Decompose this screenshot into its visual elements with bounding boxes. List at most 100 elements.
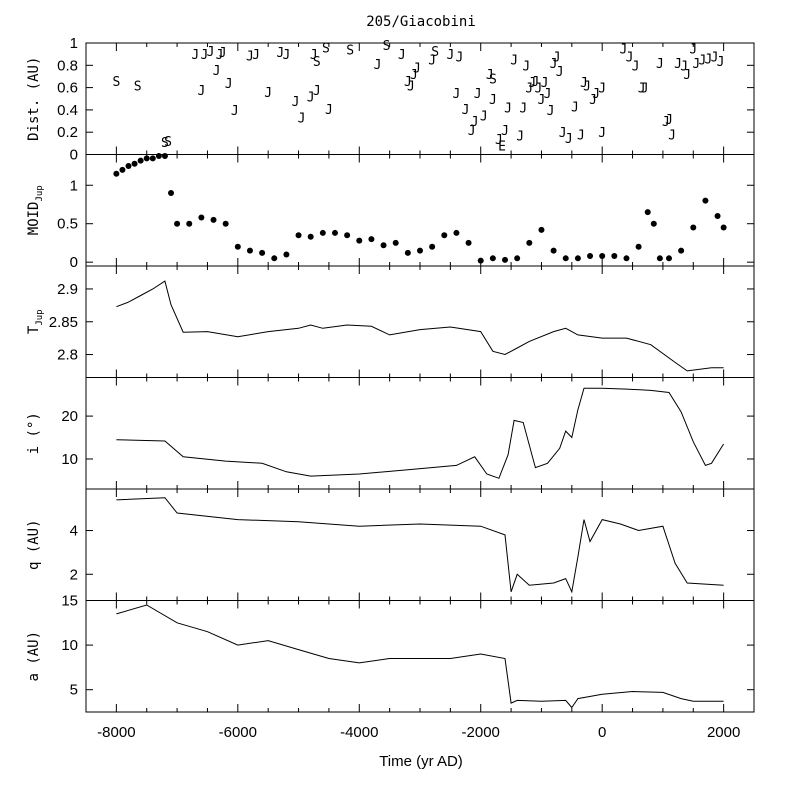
marker-j: J: [592, 87, 600, 102]
marker-s: S: [112, 75, 120, 90]
marker-j: J: [525, 82, 533, 97]
marker-j: J: [219, 46, 227, 61]
marker-j: J: [404, 75, 412, 90]
marker-j: J: [413, 62, 421, 77]
data-point: [650, 220, 657, 227]
y-tick-label: 1: [70, 177, 78, 194]
data-point: [331, 229, 338, 236]
data-point: [477, 257, 484, 264]
data-point: [198, 214, 205, 221]
data-point: [283, 251, 290, 258]
data-point: [550, 247, 557, 254]
data-point: [125, 163, 132, 170]
data-point: [417, 247, 423, 254]
marker-j: J: [683, 68, 691, 83]
marker-j: J: [711, 50, 719, 65]
marker-j: J: [598, 126, 606, 141]
data-point: [429, 243, 436, 250]
marker-j: J: [589, 93, 597, 108]
marker-j: J: [632, 59, 640, 74]
panel-inc: 10 20 i (°): [26, 377, 755, 490]
marker-j: J: [556, 65, 564, 80]
series-line-q: [116, 497, 724, 594]
y-tick-label: 2.9: [57, 281, 78, 298]
marker-j: J: [307, 91, 315, 106]
marker-j: J: [474, 87, 482, 102]
data-point: [690, 224, 697, 231]
data-point: [119, 166, 126, 173]
marker-j: J: [325, 103, 333, 118]
data-point: [599, 253, 606, 260]
marker-j: J: [519, 102, 527, 117]
marker-j: J: [692, 57, 700, 72]
data-point: [514, 255, 521, 262]
data-point: [538, 226, 545, 233]
marker-j: J: [313, 84, 321, 99]
data-point: [644, 209, 651, 216]
marker-j: J: [428, 54, 436, 69]
panel-frame: [85, 600, 755, 713]
marker-j: J: [374, 58, 382, 73]
marker-j: J: [656, 57, 664, 72]
y-tick-label: 5: [70, 682, 78, 699]
y-tick-label: 0.8: [57, 57, 78, 74]
marker-j: J: [641, 82, 649, 97]
data-point: [174, 220, 181, 227]
marker-s: S: [431, 45, 439, 60]
marker-j: J: [471, 115, 479, 130]
marker-s: S: [313, 55, 321, 70]
panel-tjup: 2.8 2.85 2.9 TJup: [26, 265, 755, 378]
y-tick-label: 0.4: [57, 102, 78, 119]
y-axis-label: MOIDJup: [26, 185, 45, 235]
data-point: [465, 239, 472, 246]
y-axis-label: q (AU): [26, 519, 42, 570]
marker-j: J: [516, 130, 524, 145]
data-point: [720, 224, 727, 231]
data-point: [168, 189, 175, 196]
marker-j: J: [225, 77, 233, 92]
panel-moid: 0 0.5 1 MOIDJup: [26, 153, 755, 271]
x-axis-label: Time (yr AD): [379, 753, 463, 770]
panel-q: 2 4 q (AU): [26, 488, 755, 601]
data-point: [611, 253, 618, 260]
panel-frame: [85, 377, 755, 490]
data-point: [155, 153, 162, 160]
data-point: [259, 249, 266, 256]
data-point: [665, 255, 672, 262]
marker-j: J: [705, 53, 713, 68]
y-axis-label: i (°): [26, 412, 42, 454]
marker-j: J: [531, 75, 539, 90]
marker-j: J: [504, 102, 512, 117]
marker-s: S: [489, 73, 497, 88]
data-point: [210, 216, 217, 223]
marker-e: E: [498, 140, 506, 155]
marker-j: J: [197, 84, 205, 99]
marker-j: J: [201, 48, 209, 63]
marker-j: J: [565, 132, 573, 147]
marker-j: J: [626, 50, 634, 65]
marker-j: J: [638, 82, 646, 97]
marker-j: J: [216, 48, 224, 63]
y-tick-label: 20: [61, 408, 78, 425]
y-tick-label: 10: [61, 637, 78, 654]
data-point: [234, 243, 241, 250]
y-axis-label: TJup: [26, 309, 45, 334]
marker-j: J: [598, 82, 606, 97]
data-point: [623, 255, 630, 262]
marker-j: J: [577, 128, 585, 143]
marker-j: J: [541, 76, 549, 91]
y-axis-label: Dist. (AU): [26, 57, 42, 141]
x-tick-label: -8000: [97, 724, 135, 741]
data-point: [307, 233, 314, 240]
data-point: [149, 155, 156, 162]
data-point: [222, 220, 229, 227]
y-tick-label: 15: [61, 593, 78, 610]
x-tick-label: 2000: [707, 724, 740, 741]
y-tick-label: 2: [70, 566, 78, 583]
data-point: [702, 197, 709, 204]
data-point: [392, 239, 399, 246]
marker-j: J: [489, 93, 497, 108]
marker-j: J: [550, 57, 558, 72]
data-point: [344, 232, 351, 239]
